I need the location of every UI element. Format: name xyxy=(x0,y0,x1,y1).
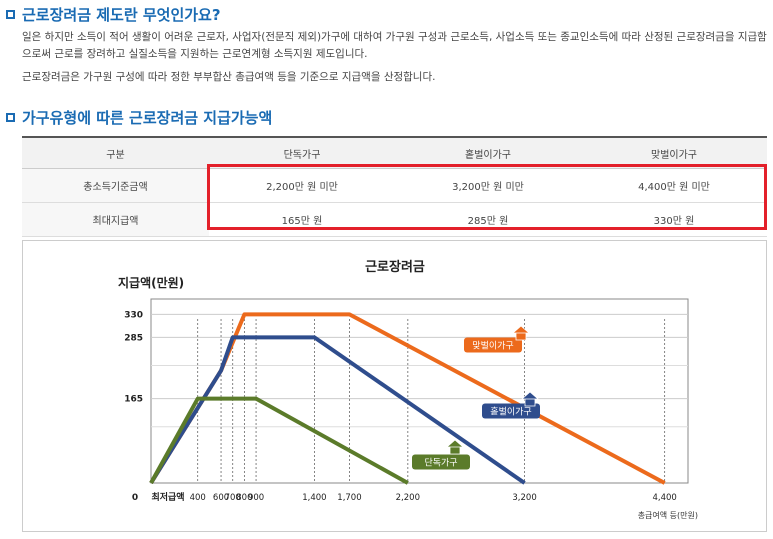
table-cell: 330만 원 xyxy=(581,202,767,237)
table-cell: 4,400만 원 미만 xyxy=(581,168,767,203)
series-label: 단독가구 xyxy=(424,458,457,469)
table-cell: 285만 원 xyxy=(395,202,581,237)
house-icon xyxy=(511,325,531,341)
x-tick-label: 2,200 xyxy=(396,493,420,503)
y-axis-label: 지급액(만원) xyxy=(118,275,184,290)
series-label-badge xyxy=(412,454,470,470)
x-origin-label: 최저급액 xyxy=(151,491,184,503)
table-cell: 2,200만 원 미만 xyxy=(209,168,395,203)
table-header: 맞벌이가구 xyxy=(581,136,767,169)
table-row: 최대지급액 165만 원 285만 원 330만 원 xyxy=(22,202,767,237)
overview-paragraph-1: 일은 하지만 소득이 적어 생활이 어려운 근로자, 사업자(전문직 제외)가구… xyxy=(22,31,767,60)
house-icon xyxy=(445,439,465,455)
x-tick-label: 1,700 xyxy=(337,493,361,503)
table-header-row: 구분 단독가구 홑벌이가구 맞벌이가구 xyxy=(22,136,767,169)
series-label-badge xyxy=(464,337,522,353)
table-header: 단독가구 xyxy=(209,136,395,169)
row-label: 최대지급액 xyxy=(22,202,209,237)
table-header: 구분 xyxy=(22,136,209,169)
table-header: 홑벌이가구 xyxy=(395,136,581,169)
x-tick-label: 900 xyxy=(248,493,264,503)
section-title-text: 근로장려금 제도란 무엇인가요? xyxy=(22,6,221,24)
row-label: 총소득기준금액 xyxy=(22,168,209,203)
overview-paragraph-2: 근로장려금은 가구원 구성에 따라 정한 부부합산 총급여액 등을 기준으로 지… xyxy=(22,71,436,83)
y-tick-label: 330 xyxy=(124,310,143,320)
y-tick-label: 285 xyxy=(124,333,143,343)
chart-container: 근로장려금 지급액(만원) 총급여액 등(만원) 0 최저급액 165 285 33… xyxy=(22,240,767,532)
payment-chart: 근로장려금 지급액(만원) 총급여액 등(만원) 0 최저급액 165 285 33… xyxy=(118,259,698,520)
x-tick-label: 400 xyxy=(190,493,206,503)
highlight-box xyxy=(207,164,767,230)
plot-frame xyxy=(150,298,689,484)
series-label: 맞벌이가구 xyxy=(472,340,513,352)
x-tick-label: 800 xyxy=(236,493,252,503)
section-title-amounts: 가구유형에 따른 근로장려금 지급가능액 xyxy=(6,107,272,128)
x-tick-label: 600 xyxy=(213,493,229,503)
x-axis-label: 총급여액 등(만원) xyxy=(638,510,698,520)
series-label: 홑벌이가구 xyxy=(490,406,531,418)
x-tick-label: 3,200 xyxy=(512,493,536,503)
chart-title: 근로장려금 xyxy=(365,259,425,275)
table-cell: 165만 원 xyxy=(209,202,395,237)
y-tick-label: 165 xyxy=(124,395,143,405)
series-label-badge xyxy=(482,403,540,419)
series-line xyxy=(149,396,409,485)
square-bullet-icon xyxy=(6,113,15,122)
section-title-text: 가구유형에 따른 근로장려금 지급가능액 xyxy=(22,109,273,127)
table-row: 총소득기준금액 2,200만 원 미만 3,200만 원 미만 4,400만 원… xyxy=(22,168,767,203)
square-bullet-icon xyxy=(6,10,15,19)
series-line xyxy=(149,335,526,485)
x-tick-label: 1,400 xyxy=(302,493,326,503)
house-icon xyxy=(520,391,540,407)
payment-table: 구분 단독가구 홑벌이가구 맞벌이가구 총소득기준금액 2,200만 원 미만 … xyxy=(22,136,767,237)
x-tick-label: 4,400 xyxy=(652,493,676,503)
table-cell: 3,200만 원 미만 xyxy=(395,168,581,203)
x-tick-label: 700 xyxy=(225,493,241,503)
section-title-overview: 근로장려금 제도란 무엇인가요? xyxy=(6,4,221,25)
y-origin-label: 0 xyxy=(132,493,138,503)
